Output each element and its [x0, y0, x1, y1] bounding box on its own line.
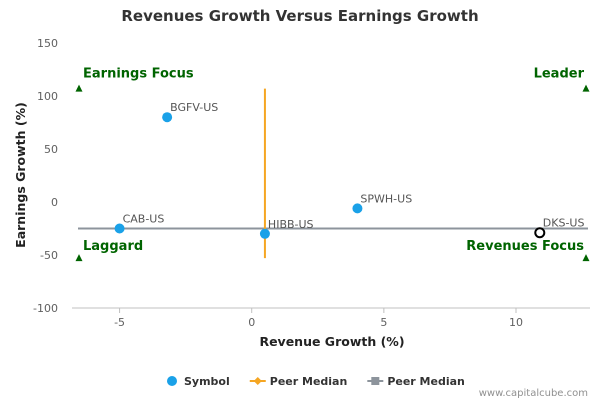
- y-tick-label: -50: [40, 249, 58, 262]
- quadrant-marker-icon: [582, 84, 590, 92]
- credit-text: www.capitalcube.com: [479, 388, 588, 399]
- quadrant-marker-icon: [582, 254, 590, 262]
- y-tick-label: 150: [37, 37, 58, 50]
- quadrant-label: Earnings Focus: [83, 67, 194, 82]
- x-tick-label: 0: [248, 316, 255, 329]
- quadrant-label: Leader: [534, 67, 585, 82]
- data-point: [114, 223, 125, 234]
- data-point-label: HIBB-US: [268, 218, 314, 231]
- quadrant-label: Laggard: [83, 239, 143, 254]
- chart-title: Revenues Growth Versus Earnings Growth: [121, 7, 478, 25]
- legend-item: Peer Median: [367, 375, 465, 388]
- data-point: [162, 112, 173, 123]
- legend-circle-icon: [167, 376, 177, 386]
- data-point-label: CAB-US: [123, 213, 165, 226]
- y-axis-title: Earnings Growth (%): [13, 102, 28, 248]
- legend: Symbol Peer Median Peer Median: [167, 375, 465, 388]
- data-point-label: BGFV-US: [170, 101, 218, 114]
- legend-label: Peer Median: [270, 375, 348, 388]
- x-tick-label: -5: [114, 316, 125, 329]
- x-axis-title: Revenue Growth (%): [259, 334, 404, 349]
- legend-label: Symbol: [184, 375, 230, 388]
- y-tick-label: 0: [51, 196, 58, 209]
- quadrant-marker-icon: [75, 84, 83, 92]
- data-point: [352, 203, 363, 214]
- y-tick-label: 50: [44, 143, 58, 156]
- x-tick-label: 10: [509, 316, 523, 329]
- y-tick-label: -100: [33, 302, 58, 315]
- data-point: [534, 227, 546, 239]
- data-point-label: DKS-US: [543, 217, 585, 230]
- x-tick-label: 5: [380, 316, 387, 329]
- data-point: [259, 228, 270, 239]
- data-point-label: SPWH-US: [360, 192, 412, 205]
- y-tick-label: 100: [37, 90, 58, 103]
- quadrant-label: Revenues Focus: [466, 239, 584, 254]
- legend-diamond-icon: [253, 377, 262, 385]
- legend-square-icon: [371, 377, 380, 385]
- legend-item: Symbol: [167, 375, 230, 388]
- legend-label: Peer Median: [387, 375, 465, 388]
- quadrant-marker-icon: [75, 254, 83, 262]
- legend-item: Peer Median: [249, 375, 348, 388]
